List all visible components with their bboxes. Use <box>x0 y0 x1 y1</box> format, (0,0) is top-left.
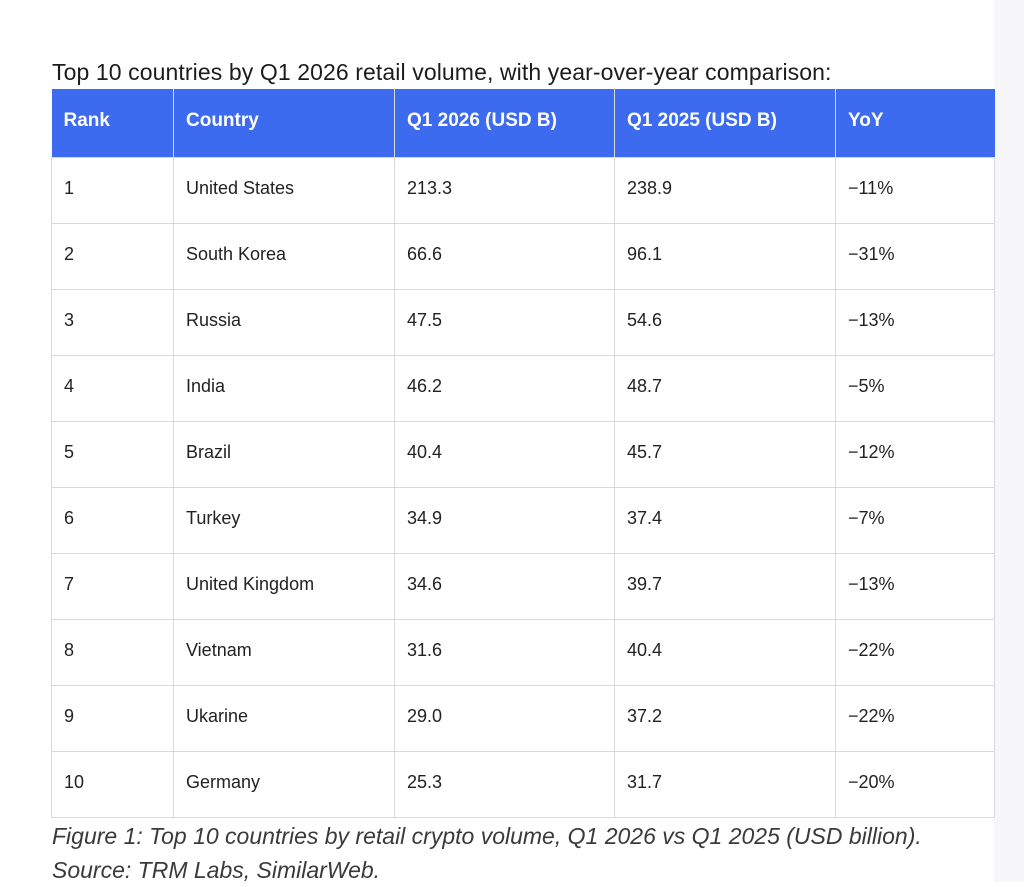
cell-rank: 8 <box>51 619 174 686</box>
cell-rank: 3 <box>51 289 174 356</box>
cell-yoy: −7% <box>835 487 995 554</box>
cell-q1-2026: 25.3 <box>394 751 615 818</box>
cell-yoy: −11% <box>835 157 995 224</box>
header-q1-2026: Q1 2026 (USD B) <box>394 89 615 158</box>
table-header: Rank Country Q1 2026 (USD B) Q1 2025 (US… <box>51 89 995 158</box>
cell-q1-2026: 34.9 <box>394 487 615 554</box>
cell-country: Ukarine <box>173 685 395 752</box>
page-margin-strip <box>994 0 1024 882</box>
cell-q1-2025: 39.7 <box>614 553 836 620</box>
table-row: 7 United Kingdom 34.6 39.7 −13% <box>51 553 995 620</box>
retail-volume-table: Rank Country Q1 2026 (USD B) Q1 2025 (US… <box>51 89 995 818</box>
cell-country: India <box>173 355 395 422</box>
cell-rank: 10 <box>51 751 174 818</box>
table-row: 4 India 46.2 48.7 −5% <box>51 355 995 422</box>
figure-caption: Figure 1: Top 10 countries by retail cry… <box>52 823 922 883</box>
cell-q1-2026: 31.6 <box>394 619 615 686</box>
table-row: 3 Russia 47.5 54.6 −13% <box>51 289 995 356</box>
cell-rank: 5 <box>51 421 174 488</box>
cell-yoy: −20% <box>835 751 995 818</box>
cell-q1-2026: 47.5 <box>394 289 615 356</box>
cell-yoy: −5% <box>835 355 995 422</box>
cell-q1-2026: 213.3 <box>394 157 615 224</box>
table-body: 1 United States 213.3 238.9 −11% 2 South… <box>51 157 995 818</box>
intro-text: Top 10 countries by Q1 2026 retail volum… <box>52 59 832 85</box>
cell-country: South Korea <box>173 223 395 290</box>
header-rank: Rank <box>51 89 174 158</box>
header-row: Rank Country Q1 2026 (USD B) Q1 2025 (US… <box>51 89 995 158</box>
table-row: 1 United States 213.3 238.9 −11% <box>51 157 995 224</box>
cell-q1-2026: 29.0 <box>394 685 615 752</box>
cell-rank: 4 <box>51 355 174 422</box>
cell-q1-2025: 96.1 <box>614 223 836 290</box>
header-q1-2025: Q1 2025 (USD B) <box>614 89 836 158</box>
cell-q1-2025: 45.7 <box>614 421 836 488</box>
cell-q1-2025: 40.4 <box>614 619 836 686</box>
cell-q1-2025: 54.6 <box>614 289 836 356</box>
cell-yoy: −13% <box>835 289 995 356</box>
cell-rank: 9 <box>51 685 174 752</box>
cell-rank: 1 <box>51 157 174 224</box>
cell-yoy: −22% <box>835 685 995 752</box>
cell-rank: 6 <box>51 487 174 554</box>
cell-q1-2025: 37.4 <box>614 487 836 554</box>
cell-country: Germany <box>173 751 395 818</box>
header-yoy: YoY <box>835 89 995 158</box>
table-row: 10 Germany 25.3 31.7 −20% <box>51 751 995 818</box>
cell-country: Turkey <box>173 487 395 554</box>
cell-country: Russia <box>173 289 395 356</box>
cell-q1-2025: 238.9 <box>614 157 836 224</box>
cell-rank: 7 <box>51 553 174 620</box>
cell-yoy: −12% <box>835 421 995 488</box>
header-country: Country <box>173 89 395 158</box>
table-row: 6 Turkey 34.9 37.4 −7% <box>51 487 995 554</box>
cell-q1-2026: 46.2 <box>394 355 615 422</box>
table-row: 8 Vietnam 31.6 40.4 −22% <box>51 619 995 686</box>
cell-yoy: −31% <box>835 223 995 290</box>
cell-country: Brazil <box>173 421 395 488</box>
table-row: 9 Ukarine 29.0 37.2 −22% <box>51 685 995 752</box>
cell-q1-2026: 34.6 <box>394 553 615 620</box>
cell-q1-2025: 48.7 <box>614 355 836 422</box>
table-row: 5 Brazil 40.4 45.7 −12% <box>51 421 995 488</box>
cell-country: Vietnam <box>173 619 395 686</box>
cell-q1-2025: 31.7 <box>614 751 836 818</box>
cell-q1-2025: 37.2 <box>614 685 836 752</box>
cell-yoy: −13% <box>835 553 995 620</box>
cell-rank: 2 <box>51 223 174 290</box>
cell-country: United States <box>173 157 395 224</box>
cell-country: United Kingdom <box>173 553 395 620</box>
cell-q1-2026: 40.4 <box>394 421 615 488</box>
cell-q1-2026: 66.6 <box>394 223 615 290</box>
table-row: 2 South Korea 66.6 96.1 −31% <box>51 223 995 290</box>
cell-yoy: −22% <box>835 619 995 686</box>
